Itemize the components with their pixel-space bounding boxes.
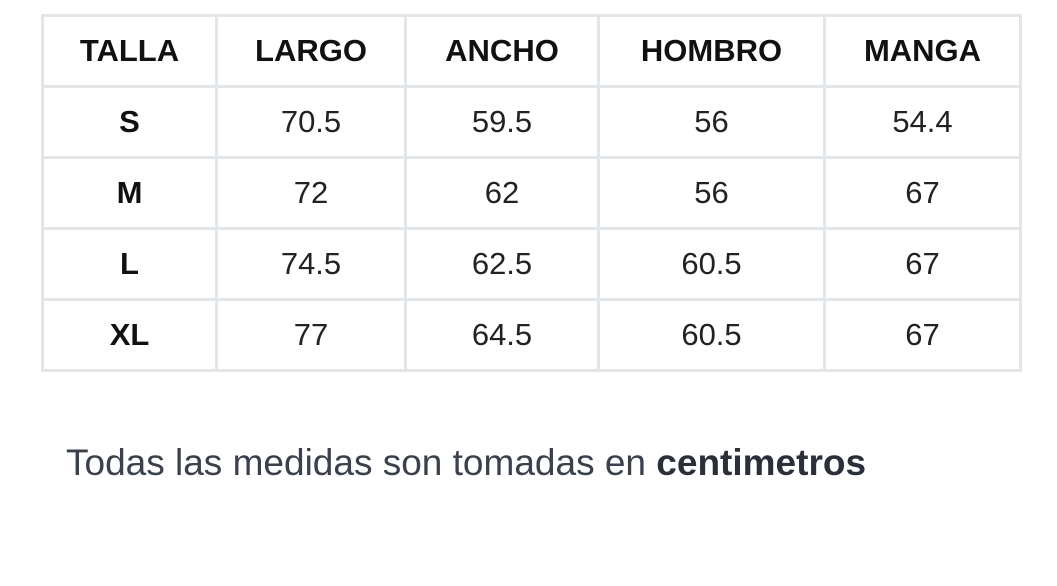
note-unit: centimetros [656, 442, 867, 483]
header-cell: MANGA [823, 14, 1022, 88]
value-cell: 60.5 [597, 298, 826, 372]
table-body: S 70.5 59.5 56 54.4 M 72 62 56 67 L 74.5 62.5 60.5 67 X… [41, 85, 1022, 372]
value-cell: 72 [215, 156, 407, 230]
value-cell: 60.5 [597, 227, 826, 301]
value-cell: 64.5 [404, 298, 600, 372]
value-cell: 59.5 [404, 85, 600, 159]
value-cell: 74.5 [215, 227, 407, 301]
header-cell: HOMBRO [597, 14, 826, 88]
value-cell: 54.4 [823, 85, 1022, 159]
table-row: S 70.5 59.5 56 54.4 [41, 85, 1022, 159]
value-cell: 67 [823, 227, 1022, 301]
value-cell: 62 [404, 156, 600, 230]
size-cell: M [41, 156, 218, 230]
note-text: Todas las medidas son tomadas en [66, 442, 647, 483]
value-cell: 70.5 [215, 85, 407, 159]
header-cell: TALLA [41, 14, 218, 88]
value-cell: 77 [215, 298, 407, 372]
value-cell: 56 [597, 156, 826, 230]
header-cell: LARGO [215, 14, 407, 88]
table-row: M 72 62 56 67 [41, 156, 1022, 230]
size-cell: XL [41, 298, 218, 372]
size-table: TALLA LARGO ANCHO HOMBRO MANGA S 70.5 59.5 56 54… [41, 14, 1022, 372]
header-row: TALLA LARGO ANCHO HOMBRO MANGA [41, 14, 1022, 88]
size-cell: S [41, 85, 218, 159]
value-cell: 67 [823, 298, 1022, 372]
value-cell: 67 [823, 156, 1022, 230]
value-cell: 62.5 [404, 227, 600, 301]
header-cell: ANCHO [404, 14, 600, 88]
value-cell: 56 [597, 85, 826, 159]
size-cell: L [41, 227, 218, 301]
table-row: XL 77 64.5 60.5 67 [41, 298, 1022, 372]
table-row: L 74.5 62.5 60.5 67 [41, 227, 1022, 301]
footnote: Todas las medidas son tomadas en centime… [66, 442, 866, 484]
